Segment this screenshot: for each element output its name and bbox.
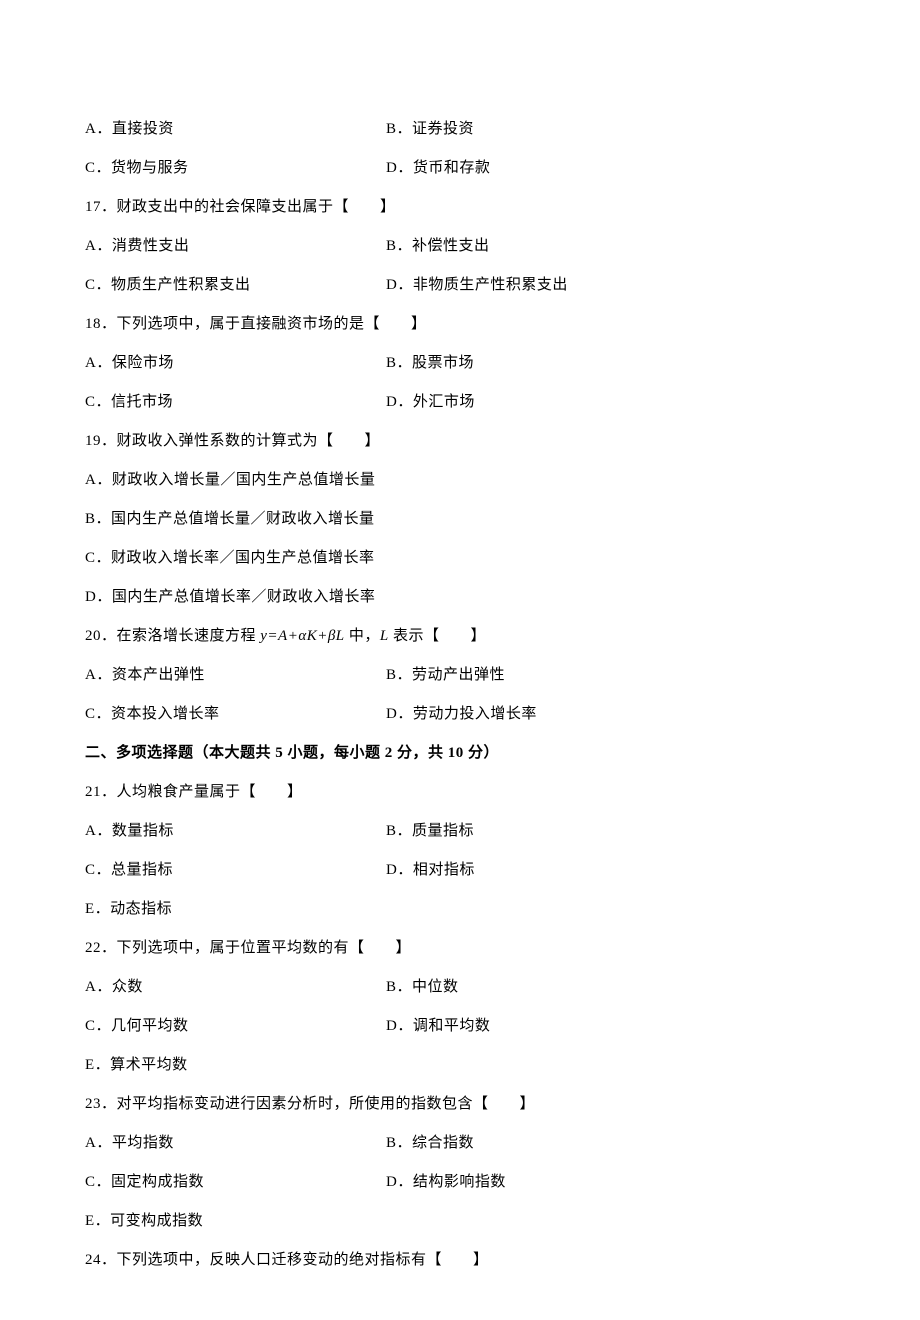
q23-opt-c: C．固定构成指数 [85, 1174, 204, 1190]
q22-opt-row-1: A．众数 B．中位数 [85, 968, 835, 1007]
q21-opt-e: E．动态指标 [85, 890, 835, 929]
q17-opt-b: B．补偿性支出 [386, 227, 490, 266]
q22-stem: 22．下列选项中，属于位置平均数的有【 】 [85, 929, 835, 968]
q19-opt-c: C．财政收入增长率／国内生产总值增长率 [85, 539, 835, 578]
q18-opt-b: B．股票市场 [386, 344, 474, 383]
q20-opt-b: B．劳动产出弹性 [386, 656, 505, 695]
q21-stem: 21．人均粮食产量属于【 】 [85, 773, 835, 812]
q16-opt-a: A．直接投资 [85, 121, 174, 137]
q22-opt-e: E．算术平均数 [85, 1046, 835, 1085]
q17-opt-row-1: A．消费性支出 B．补偿性支出 [85, 227, 835, 266]
q17-stem: 17．财政支出中的社会保障支出属于【 】 [85, 188, 835, 227]
q22-opt-b: B．中位数 [386, 968, 459, 1007]
q23-stem: 23．对平均指标变动进行因素分析时，所使用的指数包含【 】 [85, 1085, 835, 1124]
q16-opt-c: C．货物与服务 [85, 160, 189, 176]
q21-opt-b: B．质量指标 [386, 812, 474, 851]
q20-stem: 20．在索洛增长速度方程 y=A+αK+βL 中，L 表示【 】 [85, 617, 835, 656]
q17-opt-row-2: C．物质生产性积累支出 D．非物质生产性积累支出 [85, 266, 835, 305]
q22-opt-c: C．几何平均数 [85, 1018, 189, 1034]
q20-opt-row-2: C．资本投入增长率 D．劳动力投入增长率 [85, 695, 835, 734]
q21-opt-row-2: C．总量指标 D．相对指标 [85, 851, 835, 890]
q21-opt-row-1: A．数量指标 B．质量指标 [85, 812, 835, 851]
q20-stem-post: 表示【 】 [389, 628, 486, 644]
q23-opt-row-2: C．固定构成指数 D．结构影响指数 [85, 1163, 835, 1202]
q23-opt-d: D．结构影响指数 [386, 1163, 506, 1202]
q21-opt-a: A．数量指标 [85, 823, 174, 839]
q20-stem-pre: 20．在索洛增长速度方程 [85, 628, 260, 644]
q18-opt-row-2: C．信托市场 D．外汇市场 [85, 383, 835, 422]
q18-opt-row-1: A．保险市场 B．股票市场 [85, 344, 835, 383]
q22-opt-d: D．调和平均数 [386, 1007, 490, 1046]
q17-opt-d: D．非物质生产性积累支出 [386, 266, 568, 305]
q20-opt-row-1: A．资本产出弹性 B．劳动产出弹性 [85, 656, 835, 695]
q16-opt-row-2: C．货物与服务 D．货币和存款 [85, 149, 835, 188]
q23-opt-a: A．平均指数 [85, 1135, 174, 1151]
q19-stem: 19．财政收入弹性系数的计算式为【 】 [85, 422, 835, 461]
q20-opt-d: D．劳动力投入增长率 [386, 695, 537, 734]
exam-page: A．直接投资 B．证券投资 C．货物与服务 D．货币和存款 17．财政支出中的社… [0, 0, 920, 1320]
q22-opt-row-2: C．几何平均数 D．调和平均数 [85, 1007, 835, 1046]
q17-opt-c: C．物质生产性积累支出 [85, 277, 251, 293]
q19-opt-d: D．国内生产总值增长率／财政收入增长率 [85, 578, 835, 617]
q18-opt-a: A．保险市场 [85, 355, 174, 371]
q17-opt-a: A．消费性支出 [85, 238, 189, 254]
q18-opt-d: D．外汇市场 [386, 383, 475, 422]
q16-opt-d: D．货币和存款 [386, 149, 490, 188]
q23-opt-e: E．可变构成指数 [85, 1202, 835, 1241]
section-2-heading: 二、多项选择题（本大题共 5 小题，每小题 2 分，共 10 分） [85, 734, 835, 773]
q20-opt-a: A．资本产出弹性 [85, 667, 205, 683]
q24-stem: 24．下列选项中，反映人口迁移变动的绝对指标有【 】 [85, 1241, 835, 1280]
q20-formula: y=A+αK+βL [260, 628, 344, 644]
q20-opt-c: C．资本投入增长率 [85, 706, 220, 722]
q20-var: L [380, 628, 389, 644]
q16-opt-row-1: A．直接投资 B．证券投资 [85, 110, 835, 149]
q20-stem-mid: 中， [345, 628, 380, 644]
q22-opt-a: A．众数 [85, 979, 143, 995]
q23-opt-b: B．综合指数 [386, 1124, 474, 1163]
q19-opt-a: A．财政收入增长量／国内生产总值增长量 [85, 461, 835, 500]
q21-opt-c: C．总量指标 [85, 862, 173, 878]
q18-stem: 18．下列选项中，属于直接融资市场的是【 】 [85, 305, 835, 344]
q21-opt-d: D．相对指标 [386, 851, 475, 890]
q23-opt-row-1: A．平均指数 B．综合指数 [85, 1124, 835, 1163]
q19-opt-b: B．国内生产总值增长量／财政收入增长量 [85, 500, 835, 539]
q16-opt-b: B．证券投资 [386, 110, 474, 149]
q18-opt-c: C．信托市场 [85, 394, 173, 410]
